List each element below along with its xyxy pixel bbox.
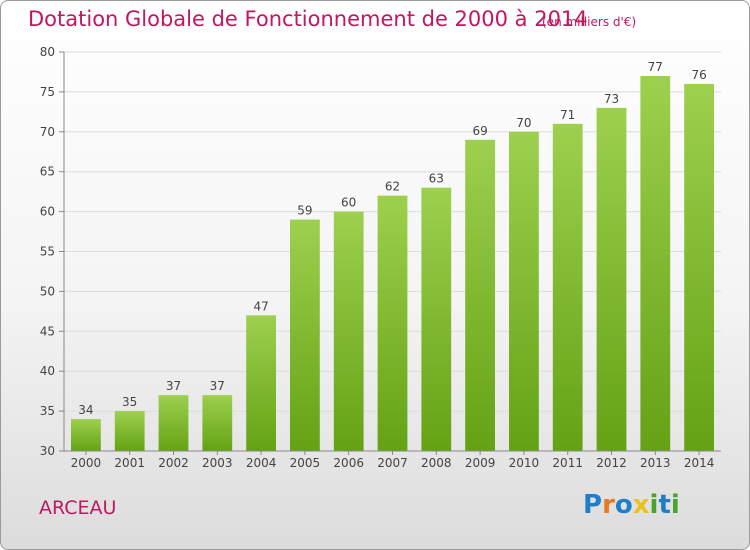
x-tick-label: 2012 [596, 456, 627, 470]
data-label: 70 [516, 116, 531, 130]
x-tick-label: 2004 [246, 456, 277, 470]
data-label: 35 [122, 395, 137, 409]
data-label: 62 [385, 180, 400, 194]
x-tick-label: 2011 [552, 456, 583, 470]
bar [114, 411, 145, 451]
y-tick-label: 30 [40, 444, 55, 458]
x-tick-label: 2010 [509, 456, 540, 470]
y-tick-label: 35 [40, 404, 55, 418]
y-tick-label: 70 [40, 125, 55, 139]
x-tick-label: 2002 [158, 456, 189, 470]
bar [246, 315, 276, 451]
y-tick-label: 60 [40, 205, 55, 219]
x-tick-label: 2007 [377, 456, 408, 470]
data-label: 37 [210, 379, 225, 393]
bar [290, 219, 320, 451]
commune-name: ARCEAU [39, 497, 117, 519]
x-tick-label: 2005 [290, 456, 321, 470]
x-tick-label: 2006 [333, 456, 364, 470]
data-label: 76 [691, 68, 706, 82]
logo-letter: x [632, 490, 650, 520]
proxiti-logo[interactable]: Proxiti [583, 490, 680, 520]
x-tick-label: 2000 [71, 456, 102, 470]
x-tick-label: 2001 [114, 456, 145, 470]
logo-letter: i [649, 490, 659, 520]
y-tick-label: 45 [40, 324, 55, 338]
y-tick-label: 75 [40, 85, 55, 99]
bar [377, 195, 408, 451]
chart-title: Dotation Globale de Fonctionnement de 20… [28, 7, 588, 31]
data-label: 47 [253, 299, 268, 313]
chart-subtitle: (en milliers d'€) [542, 15, 637, 29]
bar [465, 139, 495, 451]
data-label: 37 [166, 379, 181, 393]
logo-letter: P [583, 490, 603, 520]
data-label: 60 [341, 196, 356, 210]
logo-letter: r [602, 490, 615, 520]
x-tick-label: 2009 [465, 456, 496, 470]
bar [158, 395, 189, 451]
bar [202, 395, 233, 451]
bar [333, 211, 364, 451]
bar [552, 123, 583, 451]
data-label: 59 [297, 204, 312, 218]
data-label: 77 [648, 60, 663, 74]
data-label: 34 [78, 403, 93, 417]
x-tick-label: 2003 [202, 456, 233, 470]
x-tick-label: 2008 [421, 456, 452, 470]
bar [596, 107, 627, 452]
bar [684, 83, 714, 452]
logo-letter: t [658, 490, 671, 520]
x-tick-label: 2013 [640, 456, 671, 470]
data-label: 63 [429, 172, 444, 186]
bar [640, 75, 671, 451]
y-tick-label: 50 [40, 284, 55, 298]
y-tick-label: 80 [40, 45, 55, 59]
bar [71, 419, 101, 451]
y-tick-label: 55 [40, 245, 55, 259]
logo-letter: i [670, 490, 680, 520]
logo-letter: o [614, 490, 633, 520]
bar [509, 131, 539, 452]
y-tick-label: 65 [40, 165, 55, 179]
bar [421, 187, 452, 451]
data-label: 73 [604, 92, 619, 106]
data-label: 69 [472, 124, 487, 138]
data-label: 71 [560, 108, 575, 122]
y-tick-label: 40 [40, 364, 55, 378]
x-tick-label: 2014 [684, 456, 715, 470]
